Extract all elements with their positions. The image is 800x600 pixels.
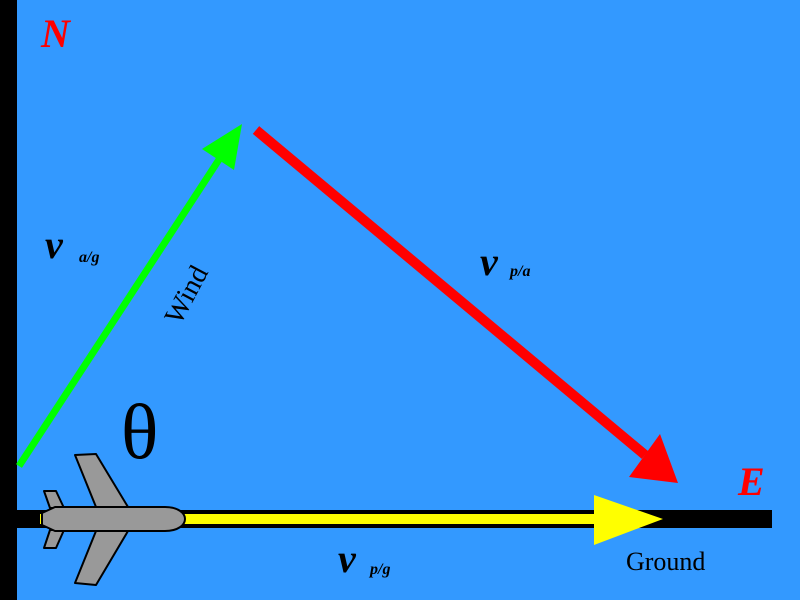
airplane-fuselage	[41, 506, 186, 532]
north-label: N	[40, 11, 72, 56]
ground-caption: Ground	[626, 547, 705, 576]
angle-theta-label: θ	[121, 388, 158, 475]
east-label: E	[737, 459, 765, 504]
plane-air-vector-shaft	[252, 126, 649, 459]
plane-air-velocity-vector	[252, 126, 678, 483]
plane-ground-vector-symbol: v	[338, 536, 357, 581]
plane-air-vector-arrowhead	[629, 434, 678, 483]
ground-vector-arrowhead	[594, 495, 663, 545]
plane-air-vector-symbol: v	[480, 239, 499, 284]
wind-velocity-vector	[16, 124, 242, 468]
wind-vector-symbol: v	[45, 222, 64, 267]
wind-vector-subscript: a/g	[79, 249, 99, 266]
north-axis	[0, 0, 17, 600]
plane-air-vector-subscript: p/a	[508, 263, 530, 280]
wind-vector-arrowhead	[202, 124, 242, 170]
wind-vector-shaft	[16, 156, 223, 468]
plane-ground-vector-subscript: p/g	[368, 561, 390, 578]
airplane-icon	[41, 453, 186, 586]
